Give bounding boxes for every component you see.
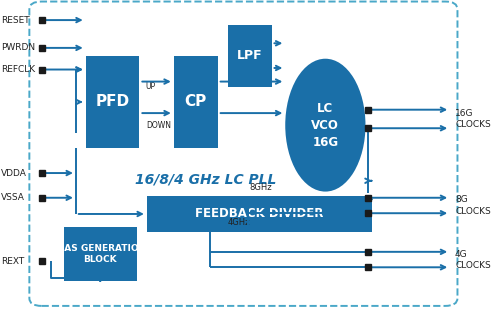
Text: PWRDN: PWRDN xyxy=(1,43,35,53)
Bar xyxy=(64,227,137,281)
Text: VSSA: VSSA xyxy=(1,193,25,202)
Text: REFCLK: REFCLK xyxy=(1,65,35,74)
Text: DOWN: DOWN xyxy=(146,121,171,130)
Text: LPF: LPF xyxy=(237,49,262,62)
Text: 16G
CLOCKS: 16G CLOCKS xyxy=(455,109,491,129)
Text: 8G
CLOCKS: 8G CLOCKS xyxy=(455,195,491,216)
Bar xyxy=(147,196,372,232)
Text: BIAS GENERATION
BLOCK: BIAS GENERATION BLOCK xyxy=(54,244,146,264)
Text: 8GHz: 8GHz xyxy=(249,183,272,192)
Text: CP: CP xyxy=(185,95,207,109)
Bar xyxy=(174,56,218,148)
Text: LC
VCO
16G: LC VCO 16G xyxy=(311,102,339,149)
Text: REXT: REXT xyxy=(1,256,24,266)
Text: UP: UP xyxy=(146,82,156,91)
Text: 4GHz: 4GHz xyxy=(228,218,250,227)
Ellipse shape xyxy=(285,59,366,192)
Text: FEEDBACK DIVIDER: FEEDBACK DIVIDER xyxy=(195,207,324,221)
Bar xyxy=(86,56,139,148)
Text: VDDA: VDDA xyxy=(1,168,27,178)
Text: PFD: PFD xyxy=(96,95,129,109)
Bar xyxy=(228,25,271,87)
Text: RESET: RESET xyxy=(1,15,29,25)
Text: 16/8/4 GHz LC PLL: 16/8/4 GHz LC PLL xyxy=(135,172,276,186)
Text: 4G
CLOCKS: 4G CLOCKS xyxy=(455,249,491,270)
